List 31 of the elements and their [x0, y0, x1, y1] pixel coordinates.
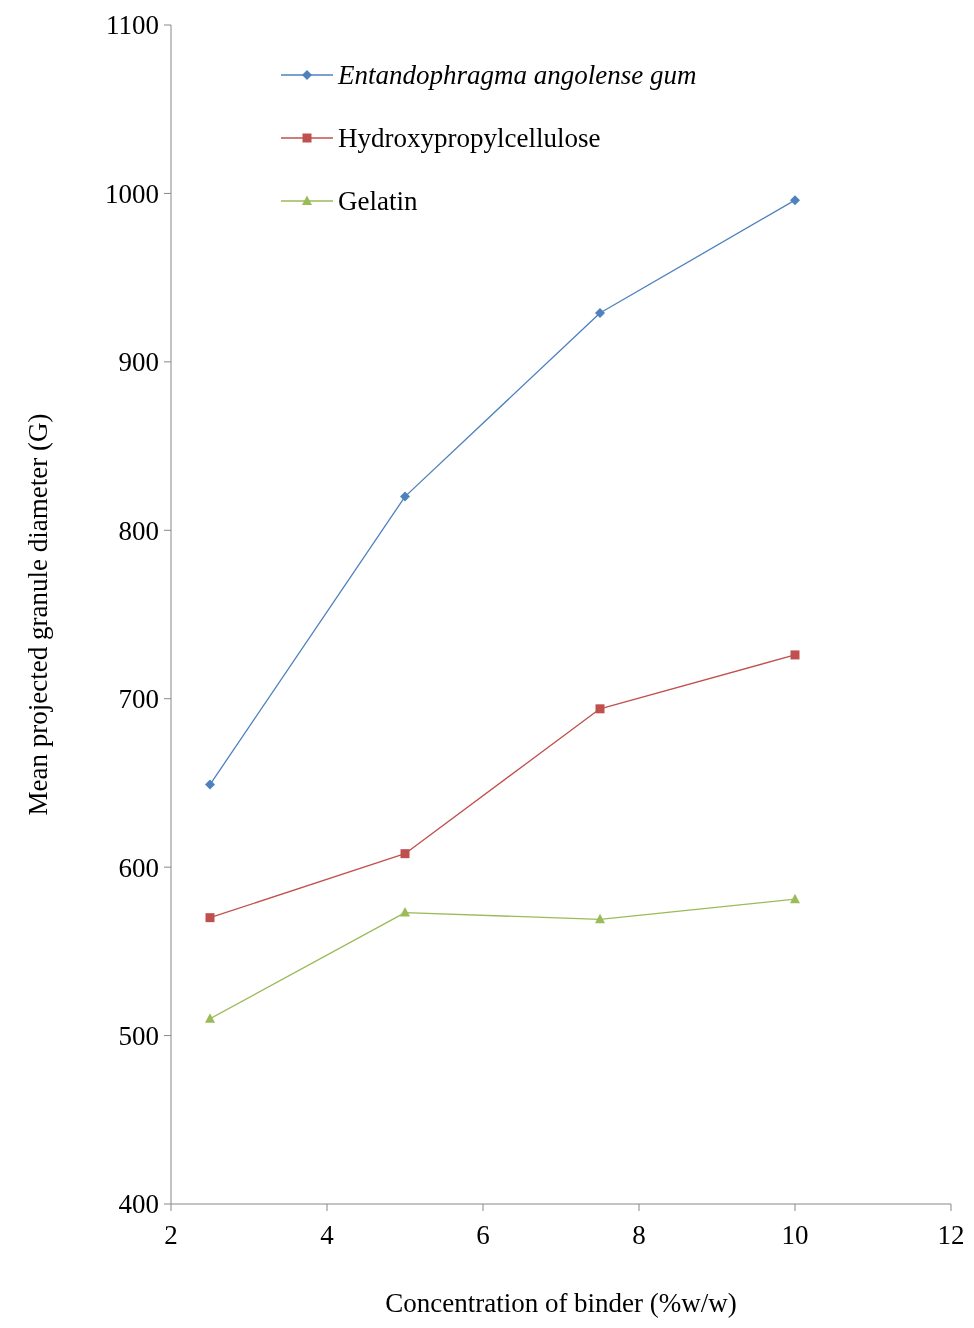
y-tick-label: 400	[118, 1189, 159, 1220]
point	[400, 849, 410, 859]
point	[790, 650, 800, 660]
x-tick-label: 8	[632, 1220, 646, 1250]
x-tick-label: 12	[937, 1220, 965, 1250]
y-tick-label: 700	[118, 684, 159, 715]
point	[205, 1013, 215, 1023]
legend-label: Gelatin	[338, 186, 418, 217]
y-tick-label: 900	[118, 347, 159, 378]
point	[595, 308, 605, 319]
x-tick-label: 6	[476, 1220, 490, 1250]
point	[595, 913, 605, 924]
point	[400, 907, 410, 917]
x-tick-label: 4	[320, 1220, 335, 1250]
point	[790, 195, 800, 206]
point	[790, 893, 800, 904]
y-tick-label: 800	[118, 515, 159, 546]
x-tick-label: 10	[781, 1220, 809, 1250]
y-tick-label: 1100	[106, 10, 159, 41]
y-axis-title: Mean projected granule diameter (G)	[22, 413, 53, 816]
y-tick-label: 600	[118, 852, 159, 883]
point	[205, 913, 215, 923]
legend-label: Entandophragma angolense gum	[337, 60, 697, 91]
y-tick-label: 500	[118, 1021, 159, 1052]
point	[595, 704, 605, 714]
point	[205, 779, 215, 790]
x-axis-title: Concentration of binder (%w/w)	[385, 1288, 737, 1318]
point	[400, 491, 410, 502]
legend-label: Hydroxypropylcellulose	[338, 123, 601, 154]
y-tick-label: 1000	[105, 178, 159, 209]
x-tick-label: 2	[164, 1220, 178, 1250]
